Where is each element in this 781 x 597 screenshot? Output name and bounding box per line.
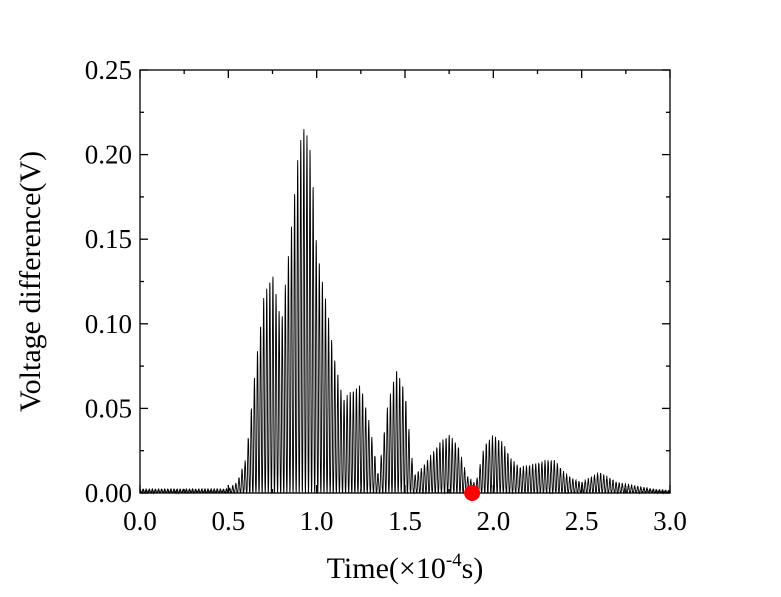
x-tick-label: 2.5 (565, 506, 599, 536)
x-axis-label: Time(×10-4s) (327, 550, 484, 585)
signal-series (139, 129, 671, 495)
x-tick-label: 2.0 (476, 506, 510, 536)
x-axis-label-suffix: s) (462, 552, 484, 585)
y-axis-label: Voltage difference(V) (14, 151, 47, 412)
y-tick-label: 0.05 (85, 393, 132, 423)
y-tick-label: 0.10 (85, 309, 132, 339)
x-tick-label: 1.5 (388, 506, 422, 536)
y-tick-label: 0.00 (85, 478, 132, 508)
x-tick-label: 1.0 (300, 506, 334, 536)
x-axis-label-exponent: -4 (446, 550, 462, 571)
red-marker-point (464, 485, 481, 501)
y-tick-label: 0.25 (85, 55, 132, 85)
y-tick-label: 0.15 (85, 224, 132, 254)
y-tick-label: 0.20 (85, 140, 132, 170)
x-tick-label: 0.0 (123, 506, 157, 536)
x-axis-label-prefix: Time(×10 (327, 552, 446, 585)
x-axis-tick-labels: 0.0 0.5 1.0 1.5 2.0 2.5 3.0 (123, 506, 687, 536)
y-axis-tick-labels: 0.00 0.05 0.10 0.15 0.20 0.25 (85, 55, 132, 508)
axis-ticks (139, 69, 671, 494)
x-tick-label: 0.5 (211, 506, 245, 536)
x-tick-label: 3.0 (653, 506, 687, 536)
signal-line (139, 129, 671, 495)
